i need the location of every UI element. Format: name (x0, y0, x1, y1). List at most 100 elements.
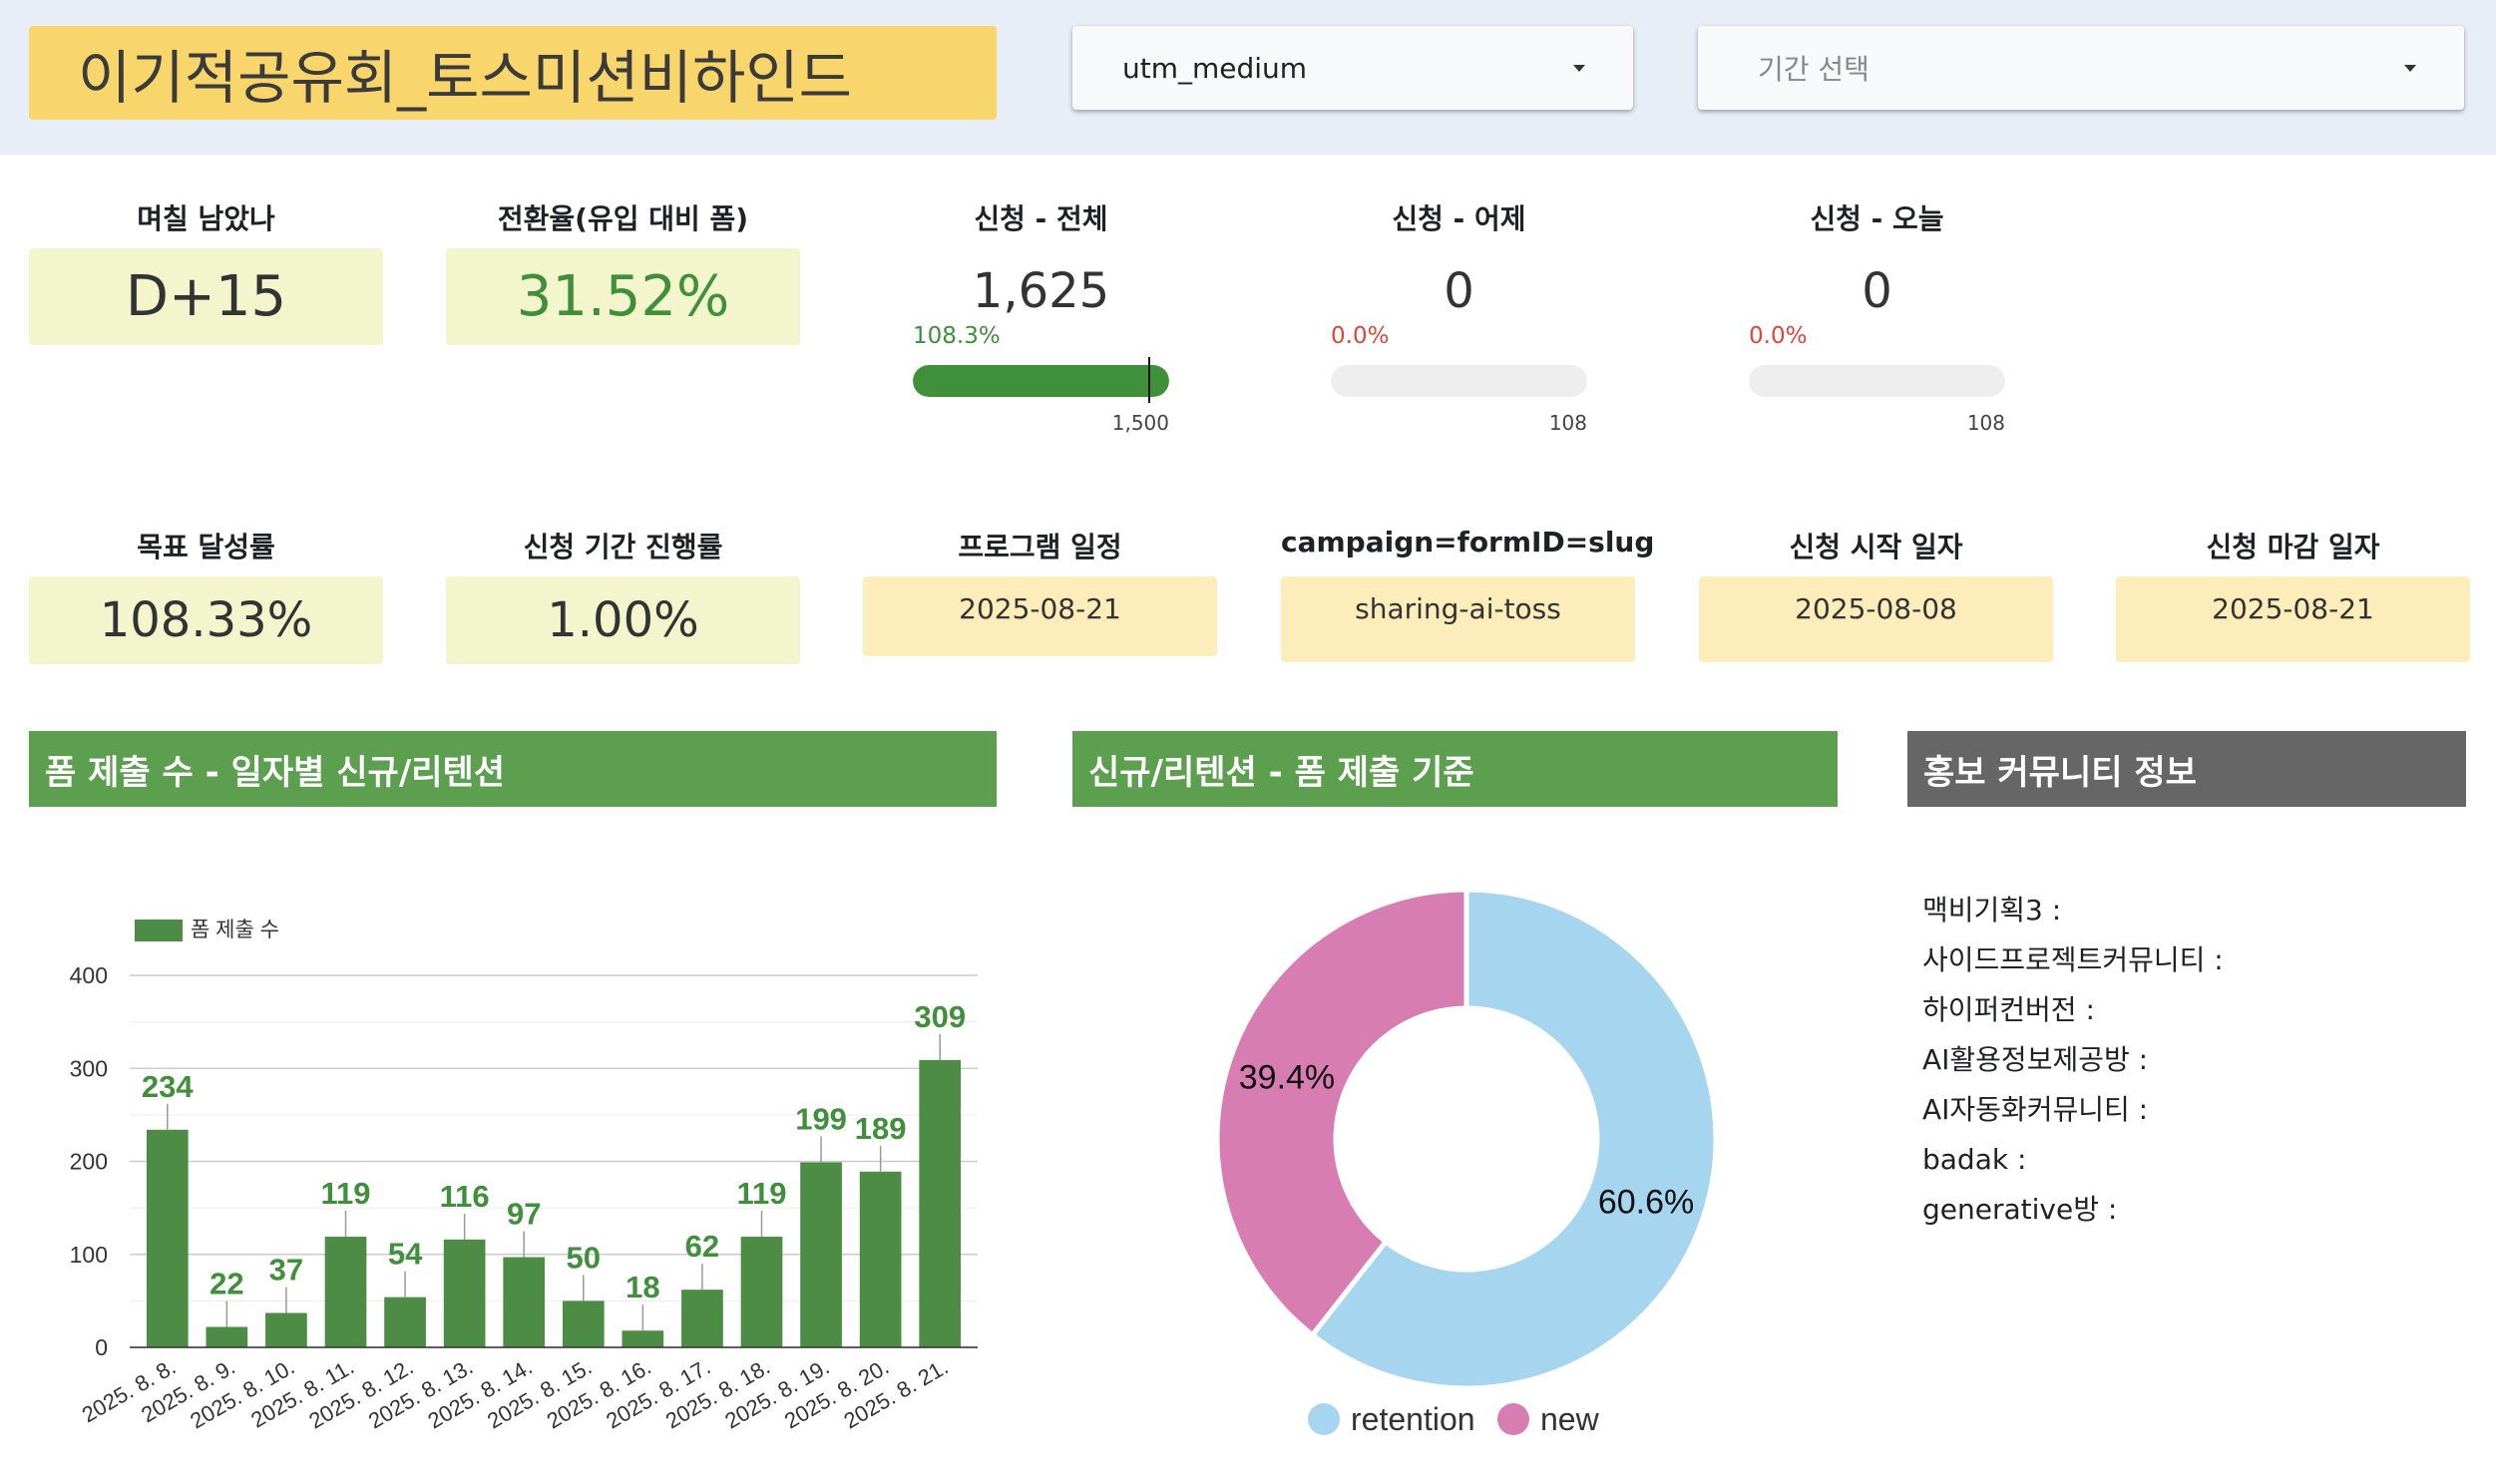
bar (324, 1237, 367, 1347)
legend-swatch-retention (1308, 1403, 1340, 1435)
utm-medium-dropdown-value: utm_medium (1122, 51, 1308, 85)
data-label: 37 (269, 1252, 303, 1287)
data-label: 309 (914, 999, 966, 1034)
gauge-total: 신청 - 전체 1,625 108.3% 1,500 (913, 197, 1169, 437)
campaign-value: sharing-ai-toss (1355, 592, 1561, 625)
chevron-down-icon (2404, 65, 2416, 72)
start-date-value: 2025-08-08 (1795, 592, 1957, 625)
data-label: 54 (388, 1237, 423, 1272)
data-label: 116 (440, 1179, 490, 1214)
program-date-value: 2025-08-21 (959, 592, 1121, 625)
donut-chart: 60.6% 39.4% retention new (1214, 887, 1719, 1437)
dashboard-title: 이기적공유회_토스미션비하인드 (29, 26, 997, 120)
chevron-down-icon (1573, 65, 1585, 72)
data-label: 199 (795, 1101, 847, 1136)
start-date-box: 2025-08-08 (1699, 576, 2053, 662)
bar (443, 1239, 486, 1347)
donut-slice-retention (1309, 887, 1719, 1391)
community-item: 사이드프로젝트커뮤니티 : (1922, 943, 2224, 976)
goal-box: 108.33% (29, 576, 383, 664)
y-tick-label: 0 (95, 1334, 108, 1360)
utm-medium-dropdown[interactable]: utm_medium (1072, 26, 1633, 110)
bar (562, 1300, 605, 1347)
gauge-today-label: 신청 - 오늘 (1810, 202, 1944, 235)
bar (206, 1326, 248, 1347)
data-label: 234 (142, 1069, 194, 1104)
legend-swatch (135, 920, 183, 941)
community-item: badak : (1922, 1143, 2027, 1176)
bar (740, 1237, 783, 1347)
period-progress-value: 1.00% (547, 592, 699, 648)
gauge-yesterday-value: 0 (1444, 263, 1474, 319)
bar (503, 1257, 546, 1347)
days-left-label: 며칠 남았나 (137, 202, 275, 235)
campaign-box: sharing-ai-toss (1281, 576, 1635, 662)
data-label: 119 (736, 1176, 786, 1211)
conversion-box: 31.52% (446, 248, 800, 345)
conversion-label: 전환율(유입 대비 폼) (497, 202, 749, 235)
end-date-label: 신청 마감 일자 (2206, 531, 2380, 563)
data-label: 119 (320, 1176, 370, 1211)
date-range-placeholder: 기간 선택 (1758, 53, 1870, 86)
community-item: 하이퍼컨버전 : (1922, 993, 2095, 1026)
bar (146, 1129, 189, 1347)
data-label: 50 (567, 1240, 601, 1275)
goal-value: 108.33% (99, 592, 313, 648)
campaign-label: campaign=formID=slug (1281, 526, 1655, 558)
gauge-total-value: 1,625 (972, 263, 1110, 319)
community-item: 맥비기획3 : (1922, 894, 2062, 927)
goal-label: 목표 달성률 (137, 531, 275, 563)
gauge-total-track (913, 365, 1169, 397)
y-tick-label: 100 (70, 1242, 108, 1268)
end-date-box: 2025-08-21 (2116, 576, 2470, 662)
dashboard-title-text: 이기적공유회_토스미션비하인드 (78, 44, 853, 112)
days-left-box: D+15 (29, 248, 383, 345)
bar (859, 1171, 902, 1347)
period-progress-label: 신청 기간 진행률 (523, 531, 723, 563)
gauge-yesterday-label: 신청 - 어제 (1392, 202, 1526, 235)
data-label: 189 (855, 1111, 907, 1146)
program-date-box: 2025-08-21 (863, 576, 1217, 656)
y-tick-label: 300 (70, 1055, 108, 1081)
conversion-value: 31.52% (516, 264, 730, 329)
bar-chart-title: 폼 제출 수 - 일자별 신규/리텐션 (45, 752, 506, 793)
legend-label: 폼 제출 수 (191, 919, 279, 941)
program-date-label: 프로그램 일정 (958, 531, 1122, 563)
gauge-yesterday-track (1331, 365, 1587, 397)
data-label: 62 (685, 1229, 719, 1264)
community-item: AI활용정보제공방 : (1922, 1043, 2149, 1076)
community-header: 홍보 커뮤니티 정보 (1907, 731, 2466, 807)
gauge-yesterday-pct: 0.0% (1331, 323, 1390, 349)
bar (384, 1297, 426, 1347)
donut-slice-new (1214, 887, 1469, 1339)
gauge-total-fill (913, 365, 1169, 397)
community-item: AI자동화커뮤니티 : (1922, 1093, 2149, 1126)
y-tick-label: 400 (70, 962, 108, 988)
data-label: 97 (507, 1197, 541, 1232)
bar (681, 1290, 723, 1347)
end-date-value: 2025-08-21 (2212, 592, 2374, 625)
gauge-today: 신청 - 오늘 0 0.0% 108 (1749, 197, 2005, 437)
gauge-yesterday: 신청 - 어제 0 0.0% 108 (1331, 197, 1587, 437)
bar (622, 1330, 664, 1347)
legend-swatch-new (1497, 1403, 1529, 1435)
bar (919, 1059, 962, 1347)
gauge-total-target-mark (1148, 357, 1150, 403)
bar (800, 1162, 842, 1347)
donut-chart-header: 신규/리텐션 - 폼 제출 기준 (1072, 731, 1838, 807)
data-label: 22 (209, 1266, 243, 1300)
gauge-today-max: 108 (1966, 411, 2005, 435)
data-label: 18 (625, 1270, 659, 1304)
gauge-total-max: 1,500 (1111, 411, 1169, 435)
gauge-today-track (1749, 365, 2005, 397)
donut-label: 39.4% (1239, 1059, 1335, 1097)
gauge-total-label: 신청 - 전체 (974, 202, 1108, 235)
gauge-today-value: 0 (1862, 263, 1892, 319)
date-range-dropdown[interactable]: 기간 선택 (1698, 26, 2464, 110)
days-left-value: D+15 (125, 264, 287, 329)
bar-chart-header: 폼 제출 수 - 일자별 신규/리텐션 (29, 731, 997, 807)
donut-chart-title: 신규/리텐션 - 폼 제출 기준 (1088, 752, 1474, 793)
gauge-today-pct: 0.0% (1749, 323, 1808, 349)
start-date-label: 신청 시작 일자 (1789, 531, 1963, 563)
donut-label: 60.6% (1598, 1183, 1694, 1221)
